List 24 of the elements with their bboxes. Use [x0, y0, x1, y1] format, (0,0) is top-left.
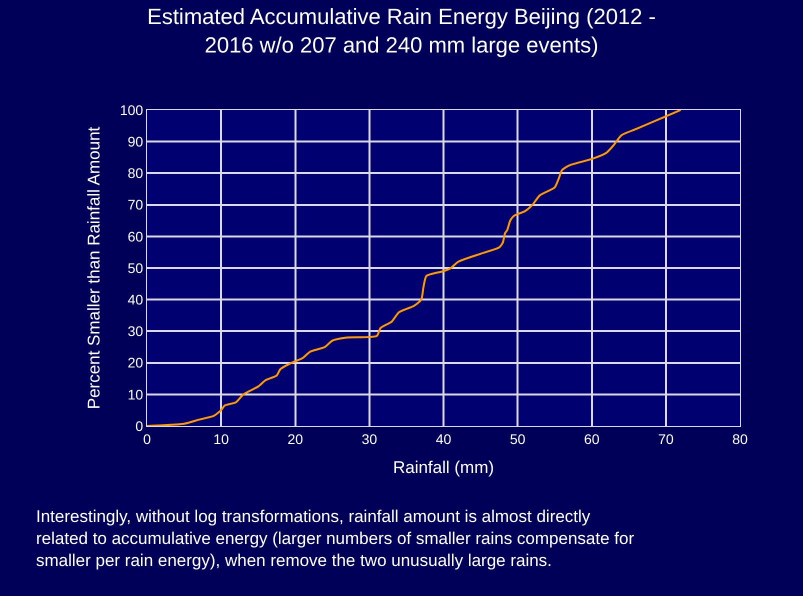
x-tick-label: 20 — [287, 430, 304, 447]
x-axis-title: Rainfall (mm) — [392, 458, 494, 478]
y-tick-label: 90 — [128, 134, 144, 150]
y-tick-label: 10 — [128, 386, 144, 402]
x-tick-label: 30 — [362, 430, 378, 447]
y-tick-label: 40 — [128, 292, 144, 308]
y-tick-label: 80 — [128, 165, 144, 182]
x-tick-label: 70 — [658, 430, 674, 447]
x-tick-label: 50 — [510, 430, 526, 447]
x-tick-label: 80 — [732, 430, 748, 447]
y-axis-title: Percent Smaller than Rainfall Amount — [84, 126, 104, 410]
chart-title: Estimated Accumulative Rain Energy Beijing (2012 - 2016 w/o 207 and 240 mm large events) — [147, 4, 656, 58]
x-tick-label: 10 — [213, 430, 230, 447]
y-tick-label: 50 — [128, 260, 144, 276]
y-tick-label: 100 — [120, 102, 144, 118]
y-tick-label: 60 — [128, 228, 144, 244]
y-tick-label: 20 — [128, 354, 144, 371]
y-tick-label: 30 — [128, 323, 144, 340]
text: Interestingly, without log transformations, rainfall amount is almost directly related to accumulative energy (larger numbers of smaller rains compensate for smaller per rain energy), when remove the two unusually large rains. — [36, 507, 634, 570]
y-tick-label: 0 — [135, 418, 144, 434]
line-series — [147, 110, 682, 426]
y-tick-label: 70 — [128, 196, 144, 213]
x-tick-label: 40 — [436, 430, 452, 447]
x-tick-label: 60 — [584, 430, 600, 447]
